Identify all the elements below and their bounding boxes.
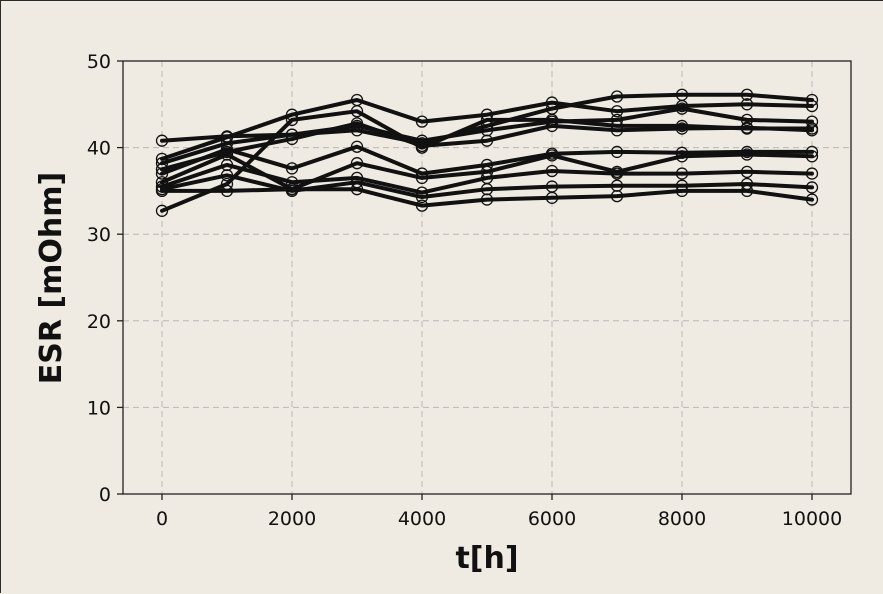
data-point (285, 183, 299, 196)
data-point (805, 122, 819, 135)
data-point (285, 132, 299, 146)
series-line (160, 187, 814, 208)
x-tick-label: 10000 (782, 508, 842, 530)
data-point (220, 169, 234, 182)
data-point (740, 98, 754, 111)
data-point (675, 150, 689, 163)
data-point (610, 119, 624, 133)
y-axis-title: ESR [mOhm] (34, 172, 69, 384)
data-point (350, 157, 364, 170)
data-point (740, 122, 754, 135)
series-line (160, 106, 814, 143)
y-tick-label: 10 (87, 397, 111, 419)
data-point (350, 117, 364, 130)
data-point (415, 171, 429, 185)
data-point (155, 134, 169, 147)
data-point (805, 181, 819, 194)
x-tick-label: 4000 (398, 508, 446, 530)
series-9 (155, 169, 819, 204)
data-point (415, 199, 429, 212)
data-point (285, 162, 299, 175)
data-point (155, 204, 169, 217)
data-point (350, 105, 364, 118)
x-axis-title: t[h] (455, 541, 518, 576)
data-point (545, 164, 559, 178)
data-point (480, 134, 494, 147)
data-point (805, 150, 819, 163)
data-point (610, 189, 624, 203)
data-point (220, 184, 234, 198)
data-point (415, 190, 429, 204)
data-point (610, 167, 624, 180)
y-tick-label: 0 (99, 484, 111, 506)
data-point (740, 184, 754, 198)
data-point (675, 184, 689, 198)
data-point (155, 167, 169, 180)
data-point (805, 93, 819, 107)
data-point (740, 88, 754, 101)
data-point (545, 113, 559, 127)
data-point (740, 165, 754, 178)
x-tick-label: 2000 (268, 508, 316, 530)
data-point (740, 148, 754, 161)
series-10 (155, 183, 819, 212)
data-point (285, 113, 299, 127)
data-point (675, 119, 689, 133)
series-line (160, 173, 814, 199)
data-point (480, 193, 494, 206)
data-point (545, 149, 559, 162)
data-point (675, 167, 689, 180)
data-point (805, 193, 819, 206)
y-tick-label: 30 (87, 224, 111, 246)
axes: 0 2000 4000 6000 8000 10000 0 10 20 30 40 50 (87, 51, 842, 530)
data-point (805, 167, 819, 180)
x-tick-label: 6000 (528, 508, 576, 530)
data-point (480, 113, 494, 127)
y-tick-label: 40 (87, 138, 111, 160)
data-point (545, 191, 559, 204)
series-line (160, 109, 814, 213)
series-line (160, 144, 814, 176)
y-tick-label: 50 (87, 51, 111, 73)
data-point (415, 115, 429, 128)
data-point (350, 140, 364, 153)
data-point (675, 88, 689, 101)
data-point (155, 184, 169, 198)
data-point (610, 105, 624, 118)
data-point (610, 145, 624, 159)
data-point (610, 90, 624, 103)
series-5 (155, 105, 819, 217)
data-point (350, 183, 364, 196)
y-tick-label: 20 (87, 311, 111, 333)
data-point (740, 113, 754, 127)
series-group (155, 88, 819, 217)
data-point (415, 141, 429, 154)
x-tick-label: 8000 (658, 508, 706, 530)
series-line (160, 162, 814, 195)
plot-area (122, 60, 852, 495)
x-tick-label: 0 (156, 508, 168, 530)
